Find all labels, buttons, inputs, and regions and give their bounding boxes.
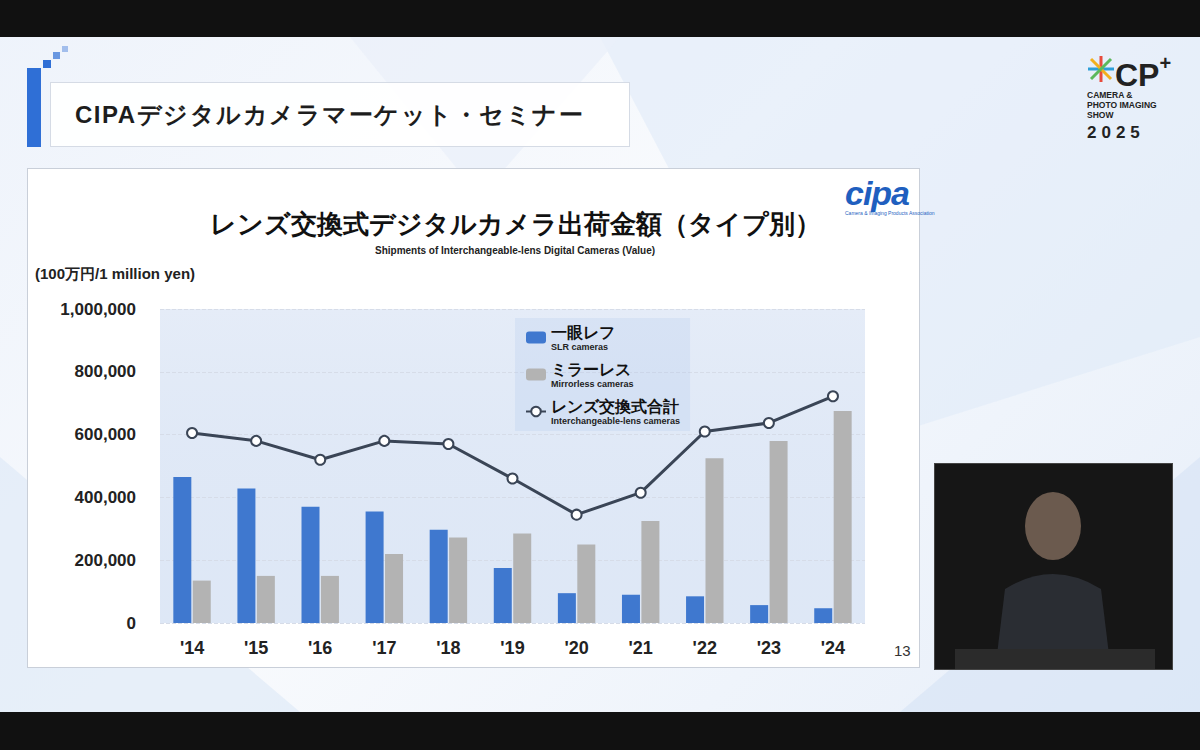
svg-text:200,000: 200,000	[75, 551, 136, 570]
svg-text:'15: '15	[244, 638, 268, 658]
html-text:Camera & Imaging Products Asso: Camera & Imaging Products Association	[845, 210, 935, 216]
html-text:cipa: cipa	[845, 174, 909, 212]
svg-text:'17: '17	[372, 638, 396, 658]
html-text:CAMERA &: CAMERA &	[1087, 90, 1133, 100]
html-text:CIPAデジタルカメラマーケット・セミナー: CIPAデジタルカメラマーケット・セミナー	[75, 100, 585, 128]
svg-text:レンズ交換式合計: レンズ交換式合計	[551, 397, 679, 415]
svg-text:400,000: 400,000	[75, 488, 136, 507]
html-text:PHOTO IMAGING: PHOTO IMAGING	[1087, 100, 1157, 110]
svg-text:(100万円/1 million yen): (100万円/1 million yen)	[35, 265, 195, 282]
svg-text:1,000,000: 1,000,000	[60, 300, 136, 319]
svg-text:一眼レフ: 一眼レフ	[551, 324, 615, 341]
html-text:CP+: CP+	[1115, 52, 1172, 93]
html-text:SHOW: SHOW	[1087, 110, 1114, 120]
svg-text:レンズ交換式デジタルカメラ出荷金額（タイプ別）: レンズ交換式デジタルカメラ出荷金額（タイプ別）	[210, 209, 821, 239]
svg-text:SLR cameras: SLR cameras	[551, 342, 608, 352]
svg-text:800,000: 800,000	[75, 362, 136, 381]
svg-text:'19: '19	[500, 638, 524, 658]
svg-text:ミラーレス: ミラーレス	[551, 361, 631, 378]
svg-text:0: 0	[127, 614, 136, 633]
svg-text:'18: '18	[436, 638, 460, 658]
svg-text:'14: '14	[180, 638, 204, 658]
html-text:13: 13	[894, 642, 911, 659]
svg-text:'23: '23	[757, 638, 781, 658]
svg-text:'24: '24	[821, 638, 845, 658]
svg-text:'22: '22	[693, 638, 717, 658]
svg-text:Interchangeable-lens cameras: Interchangeable-lens cameras	[551, 416, 680, 426]
svg-text:'16: '16	[308, 638, 332, 658]
svg-text:'21: '21	[629, 638, 653, 658]
html-text:2025: 2025	[1087, 123, 1145, 142]
svg-text:'20: '20	[564, 638, 588, 658]
svg-text:Shipments of Interchangeable-l: Shipments of Interchangeable-lens Digita…	[375, 245, 655, 256]
svg-text:600,000: 600,000	[75, 425, 136, 444]
svg-text:Mirrorless cameras: Mirrorless cameras	[551, 379, 634, 389]
